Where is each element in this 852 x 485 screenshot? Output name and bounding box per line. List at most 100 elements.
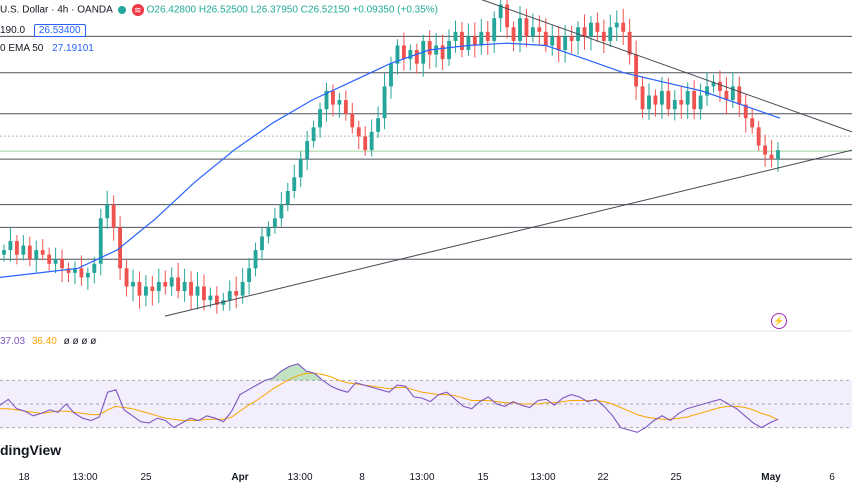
x-tick-label: 13:00 [530, 472, 556, 483]
rsi-ma-line [0, 372, 779, 421]
candle-body [750, 118, 755, 128]
candle-body [550, 36, 555, 46]
descending-trendline [481, 0, 852, 133]
ohlc-close: C26.52150 [300, 4, 350, 16]
ohlc-open: O26.42800 [146, 4, 197, 16]
candle-body [363, 136, 368, 151]
candle-body [124, 268, 129, 287]
candle-body [737, 86, 742, 105]
candle-body [2, 250, 6, 255]
candle-body [460, 31, 464, 51]
candle-body [131, 281, 135, 287]
x-tick-label: 25 [140, 472, 152, 483]
ema-legend[interactable]: 0 EMA 50 27.19101 [0, 43, 94, 54]
x-tick-label: May [761, 472, 781, 483]
rsi-legend[interactable]: 37.03 36.40 ø ø ø ø [0, 336, 96, 347]
candle-body [634, 54, 639, 87]
candle-body [324, 90, 329, 110]
symbol-title: U.S. Dollar · 4h · OANDA [0, 4, 113, 16]
candle-body [272, 218, 277, 228]
candle-body [582, 27, 587, 37]
candle-body [8, 241, 13, 251]
candle-body [756, 127, 761, 146]
candle-body [763, 145, 768, 155]
candle-body [434, 45, 439, 55]
candle-body [666, 90, 671, 110]
candle-body [356, 127, 361, 137]
candle-body [408, 50, 413, 60]
candle-body [563, 36, 568, 51]
candle-body [614, 22, 619, 28]
x-tick-label: 8 [359, 472, 365, 483]
candle-body [466, 36, 471, 51]
candle-body [92, 263, 97, 273]
candle-body [543, 31, 548, 46]
candle-body [279, 204, 284, 219]
candle-body [505, 4, 510, 28]
candle-body [98, 218, 103, 264]
price-indicator-row[interactable]: 190.0 26.53400 [0, 24, 86, 37]
candle-body [350, 113, 355, 128]
candle-body [524, 18, 529, 37]
ascending-trendline [164, 149, 852, 317]
candle-body [447, 40, 451, 60]
candle-body [472, 36, 477, 46]
candle-body [337, 100, 342, 105]
candle-body [537, 27, 542, 32]
candle-body [479, 31, 484, 46]
candle-body [698, 95, 703, 110]
candle-body [414, 50, 419, 64]
wave-icon: ≋ [131, 4, 144, 16]
candle-body [105, 204, 110, 219]
candle-body [53, 259, 58, 264]
candle-body [285, 191, 290, 205]
candle-body [769, 154, 774, 160]
candle-body [440, 45, 445, 60]
candle-body [556, 36, 561, 51]
candle-body [260, 236, 264, 251]
candle-body [318, 109, 322, 128]
x-tick-label: 13:00 [72, 472, 98, 483]
candle-body [595, 22, 600, 32]
candle-body [40, 250, 45, 255]
lightning-icon[interactable]: ⚡ [771, 313, 787, 329]
candle-body [143, 286, 148, 296]
candle-body [266, 227, 271, 237]
candle-body [389, 63, 393, 87]
symbol-legend[interactable]: U.S. Dollar · 4h · OANDA ≋ O26.42800 H26… [0, 4, 438, 16]
ema-label: 0 EMA 50 [0, 43, 44, 54]
candle-body [202, 286, 206, 301]
candle-body [247, 268, 252, 282]
ema-value: 27.19101 [52, 43, 94, 54]
ohlc-change: +0.09350 (+0.35%) [352, 4, 439, 16]
candle-body [621, 22, 626, 32]
candle-body [150, 286, 155, 292]
candle-body [208, 295, 213, 301]
candle-body [647, 95, 651, 110]
candle-body [453, 31, 458, 41]
candle-body [492, 18, 497, 41]
rsi-overbought-fill [0, 363, 778, 381]
price-box[interactable]: 26.53400 [33, 24, 86, 37]
candlestick-series [2, 0, 780, 314]
candle-body [47, 254, 52, 264]
x-tick-label: 13:00 [409, 472, 435, 483]
candle-body [66, 268, 71, 273]
market-status-icon [118, 6, 127, 14]
horizontal-levels [0, 35, 852, 260]
candle-body [569, 36, 574, 41]
x-tick-label: 18 [18, 472, 30, 483]
candle-body [653, 95, 658, 105]
candle-body [530, 27, 535, 37]
candle-body [85, 272, 90, 278]
trendlines[interactable] [164, 0, 852, 317]
ema-50-line [0, 42, 781, 278]
ohlc-low: L26.37950 [250, 4, 298, 16]
candle-body [331, 90, 335, 105]
candle-body [240, 281, 245, 296]
rsi-placeholders: ø ø ø ø [63, 336, 97, 347]
ema-50-path [0, 42, 781, 278]
x-tick-label: 13:00 [287, 472, 313, 483]
candle-body [685, 90, 690, 105]
